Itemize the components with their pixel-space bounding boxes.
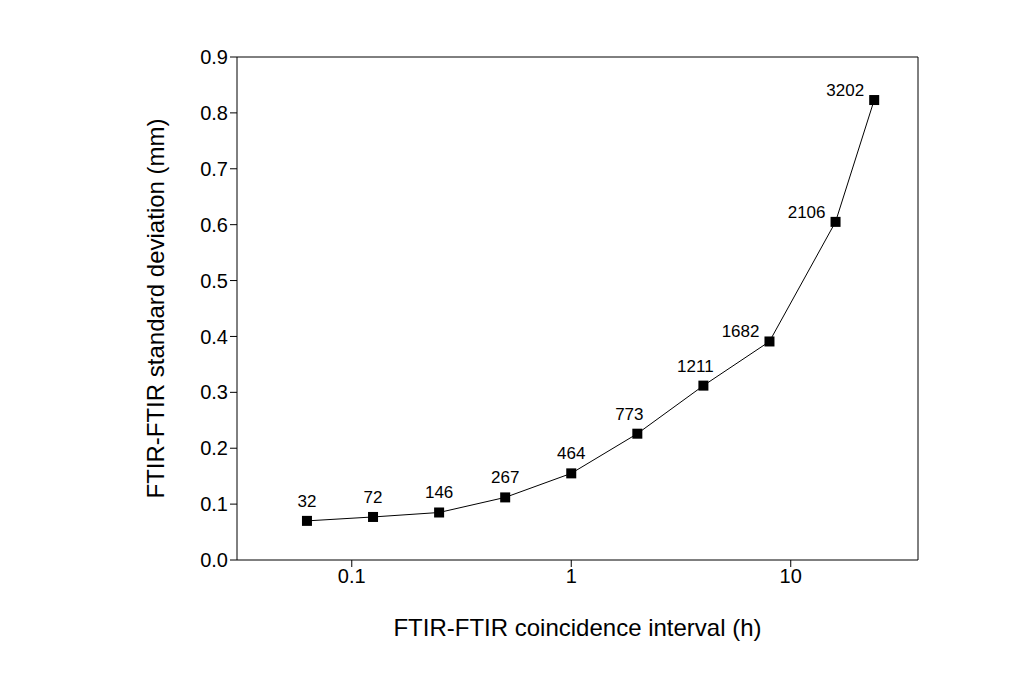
svg-text:10: 10 bbox=[780, 565, 802, 587]
svg-text:0.9: 0.9 bbox=[200, 46, 228, 68]
svg-text:0.4: 0.4 bbox=[200, 326, 228, 348]
svg-text:FTIR-FTIR coincidence interval: FTIR-FTIR coincidence interval (h) bbox=[393, 614, 761, 641]
svg-text:1: 1 bbox=[566, 565, 577, 587]
svg-text:464: 464 bbox=[557, 444, 585, 463]
svg-text:FTIR-FTIR standard deviation (: FTIR-FTIR standard deviation (mm) bbox=[142, 118, 169, 498]
svg-text:267: 267 bbox=[491, 468, 519, 487]
svg-text:3202: 3202 bbox=[826, 81, 864, 100]
svg-text:146: 146 bbox=[425, 483, 453, 502]
svg-text:0.2: 0.2 bbox=[200, 437, 228, 459]
svg-text:0.8: 0.8 bbox=[200, 102, 228, 124]
svg-text:0.5: 0.5 bbox=[200, 270, 228, 292]
svg-text:773: 773 bbox=[615, 405, 643, 424]
svg-text:32: 32 bbox=[298, 492, 317, 511]
svg-text:2106: 2106 bbox=[788, 203, 826, 222]
svg-text:0.6: 0.6 bbox=[200, 214, 228, 236]
svg-text:0.0: 0.0 bbox=[200, 549, 228, 571]
svg-text:0.3: 0.3 bbox=[200, 381, 228, 403]
svg-text:0.1: 0.1 bbox=[338, 565, 366, 587]
svg-text:0.7: 0.7 bbox=[200, 158, 228, 180]
svg-text:0.1: 0.1 bbox=[200, 493, 228, 515]
svg-text:1682: 1682 bbox=[722, 322, 760, 341]
svg-text:1211: 1211 bbox=[677, 357, 714, 376]
svg-text:72: 72 bbox=[364, 488, 383, 507]
